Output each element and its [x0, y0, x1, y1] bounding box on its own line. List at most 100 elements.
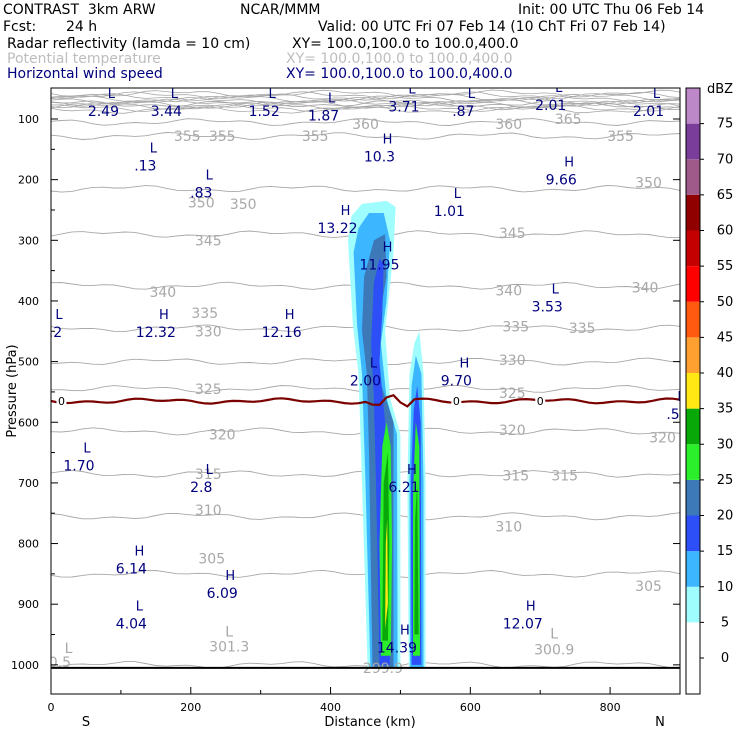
hl-value: 6.21 — [388, 480, 419, 496]
theta-label: 335 — [191, 306, 218, 322]
valid-time: Valid: 00 UTC Fri 07 Feb 14 (10 ChT Fri … — [318, 19, 666, 35]
theta-label: 360 — [352, 117, 379, 133]
hl-marker: L — [171, 87, 179, 102]
colorbar-tick-label: 65 — [717, 188, 734, 203]
hl-value: .5 — [666, 407, 679, 423]
colorbar-swatch — [686, 408, 700, 445]
field1-xy: XY= 100.0,100.0 to 100.0,400.0 — [292, 36, 519, 52]
colorbar-tick-label: 5 — [721, 615, 729, 630]
theta-label: 305 — [635, 579, 662, 595]
hl-value: 12.16 — [262, 325, 302, 341]
hl-value: 2.8 — [190, 480, 212, 496]
y-tick-label: 100 — [18, 113, 39, 126]
hl-value: 2.49 — [88, 104, 119, 120]
hl-value: 13.22 — [317, 221, 357, 237]
hl-marker: L — [468, 87, 476, 102]
theta-label: 365 — [555, 112, 582, 128]
theta-label: L — [65, 641, 73, 657]
theta-label: 315 — [195, 467, 222, 483]
x-tick-label: 600 — [460, 701, 481, 714]
freezing-level-line — [51, 393, 680, 408]
y-tick-label: 300 — [18, 234, 39, 247]
y-tick-label: 200 — [18, 174, 39, 187]
hl-value: 10.3 — [364, 149, 395, 165]
hl-marker: L — [370, 357, 378, 372]
hl-value: 2.00 — [350, 374, 381, 390]
freezing-label-bg — [535, 395, 546, 407]
colorbar-swatch — [686, 123, 700, 160]
colorbar-tick-label: 25 — [717, 473, 734, 488]
theta-label: 310 — [495, 520, 522, 536]
theta-contour-upper — [51, 104, 680, 113]
theta-label: 340 — [632, 281, 659, 297]
freezing-label-bg — [451, 395, 462, 407]
hl-value: 6.09 — [207, 586, 238, 602]
hl-marker: L — [328, 92, 336, 107]
colorbar-tick-label: 35 — [717, 402, 734, 417]
x-tick-label: 800 — [600, 701, 621, 714]
refl-west-40dbz — [385, 519, 388, 629]
hl-value: 3.44 — [151, 104, 182, 120]
colorbar-tick-label: 40 — [717, 366, 734, 381]
freezing-level-label: 0 — [537, 395, 544, 408]
south-label: S — [82, 715, 90, 730]
x-tick-label: 200 — [180, 701, 201, 714]
north-label: N — [655, 715, 665, 730]
hl-value: 9.70 — [441, 374, 472, 390]
theta-label: 310 — [195, 503, 222, 519]
plot-frame — [50, 87, 681, 695]
y-tick-label: 600 — [18, 416, 39, 429]
theta-label: 340 — [495, 284, 522, 300]
freezing-level-label: 0 — [453, 395, 460, 408]
colorbar-swatch — [686, 194, 700, 231]
hl-value: 12.32 — [136, 325, 176, 341]
colorbar-tick-label: 70 — [717, 152, 734, 167]
hl-value: 1.52 — [249, 104, 280, 120]
fcst-label: Fcst: — [3, 19, 37, 35]
y-tick-label: 900 — [18, 598, 39, 611]
colorbar-swatch — [686, 266, 700, 302]
theta-contour-365 — [51, 99, 680, 108]
colorbar-tick-label: 20 — [717, 509, 734, 524]
model-title: CONTRAST 3km ARW — [3, 2, 156, 18]
hl-marker: L — [206, 463, 214, 478]
hl-value: .83 — [190, 186, 212, 202]
hl-marker: H — [459, 357, 469, 372]
hl-value: 14.39 — [377, 641, 417, 657]
freezing-level-label: 0 — [58, 395, 65, 408]
hl-value: 9.66 — [546, 172, 577, 188]
hl-marker: L — [408, 83, 416, 98]
colorbar-tick-label: 50 — [717, 295, 734, 310]
colorbar-tick-label: 60 — [717, 224, 734, 239]
colorbar-tick-label: 75 — [717, 117, 734, 132]
colorbar-unit: dBZ — [707, 82, 733, 97]
field2-name: Potential temperature — [7, 51, 161, 67]
colorbar-swatch — [686, 88, 700, 124]
theta-label: 345 — [195, 233, 222, 249]
hl-marker: H — [225, 569, 235, 584]
theta-contour-350 — [51, 185, 680, 193]
theta-label: 350 — [230, 197, 257, 213]
colorbar-tick-label: 30 — [717, 437, 734, 452]
theta-contour-360 — [51, 118, 680, 126]
refl-east-35dbz — [414, 482, 419, 635]
colorbar-bottom-blank — [686, 658, 700, 694]
colorbar-tick-label: 10 — [717, 580, 734, 595]
theta-contour-upper — [51, 95, 680, 103]
theta-label: 325 — [499, 386, 526, 402]
colorbar-swatch — [686, 444, 700, 480]
field1-name: Radar reflectivity (lamda = 10 cm) — [7, 36, 251, 52]
x-axis-title: Distance (km) — [324, 715, 415, 730]
colorbar-tick-label: 15 — [717, 544, 734, 559]
field3-name: Horizontal wind speed — [7, 66, 163, 82]
theta-label: 355 — [607, 129, 634, 145]
y-axis-title: Pressure (hPa) — [5, 344, 20, 437]
hl-marker: L — [55, 308, 63, 323]
hl-marker: H — [383, 240, 393, 255]
theta-label: 345 — [499, 226, 526, 242]
theta-label: 355 — [209, 129, 236, 145]
y-tick-label: 800 — [18, 538, 39, 551]
hl-marker: L — [653, 87, 661, 102]
hl-value: 1.01 — [434, 204, 465, 220]
freezing-label-bg — [56, 395, 67, 407]
